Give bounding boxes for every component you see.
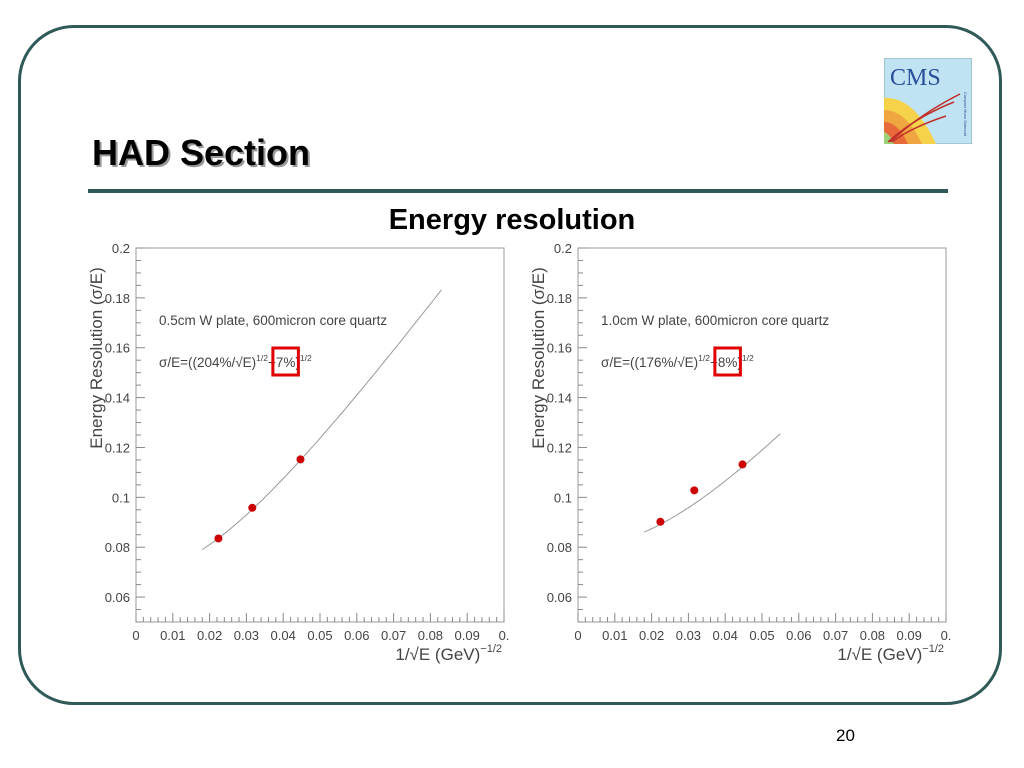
y-tick-label: 0.2 [554, 241, 572, 256]
x-tick-label: 0.03 [234, 628, 259, 643]
data-point [214, 534, 223, 543]
x-tick-label: 0.02 [639, 628, 664, 643]
formula-part: 1/2 [698, 353, 710, 363]
data-point [656, 517, 665, 526]
x-tick-label: 0.04 [713, 628, 738, 643]
x-tick-label: 0.05 [749, 628, 774, 643]
x-tick-label: 0.04 [271, 628, 296, 643]
y-axis-label: Energy Resolution (σ/E) [87, 267, 106, 449]
y-tick-label: 0.06 [547, 590, 572, 605]
y-tick-label: 0.08 [547, 540, 572, 555]
x-tick-label: 0.08 [860, 628, 885, 643]
y-tick-label: 0.16 [105, 341, 130, 356]
x-axis-label: 1/√E (GeV)−1/2 [837, 643, 944, 664]
title-divider [88, 189, 948, 193]
x-tick-label: 0.01 [160, 628, 185, 643]
plot-right: 0 0.01 0.02 0.03 0.04 0.05 0.06 0.07 0.08 0.09 0.0… [529, 241, 952, 664]
x-tick-label: 0 [574, 628, 581, 643]
fit-formula: σ/E=((176%/√E)1/2+8%)1/2 [601, 353, 754, 370]
y-tick-label: 0.12 [105, 440, 130, 455]
formula-part: 1/2 [256, 353, 268, 363]
y-tick-label: 0.14 [547, 391, 572, 406]
x-tick-label: 0.01 [602, 628, 627, 643]
y-tick-label: 0.16 [547, 341, 572, 356]
x-tick-label: 0 [132, 628, 139, 643]
formula-part: 1/2 [742, 353, 754, 363]
slide-subtitle: Energy resolution [388, 204, 636, 236]
y-tick-label: 0.12 [547, 440, 572, 455]
plot-annotation: 1.0cm W plate, 600micron core quartz [601, 313, 829, 328]
x-tick-label: 0.06 [786, 628, 811, 643]
x-axis-label-exponent: −1/2 [922, 643, 944, 655]
x-tick-label: 0.07 [381, 628, 406, 643]
x-axis-label-text: 1/√E (GeV) [395, 645, 480, 664]
y-tick-label: 0.1 [554, 490, 572, 505]
data-point [738, 460, 747, 469]
x-tick-label: 0.05 [307, 628, 332, 643]
x-axis-label-exponent: −1/2 [480, 643, 502, 655]
x-axis-label-text: 1/√E (GeV) [837, 645, 922, 664]
fit-curve [201, 289, 442, 551]
y-tick-label: 0.1 [112, 490, 130, 505]
data-point [690, 486, 699, 495]
highlight-box [271, 346, 300, 377]
formula-part: 1/2 [300, 353, 312, 363]
y-tick-label: 0.18 [105, 291, 130, 306]
fit-curve [644, 433, 781, 533]
data-point [248, 503, 257, 512]
y-tick-label: 0.08 [105, 540, 130, 555]
highlight-box [713, 346, 742, 377]
x-axis-label: 1/√E (GeV)−1/2 [395, 643, 502, 664]
formula-part: σ/E=((176%/√E) [601, 355, 698, 370]
page-number: 20 [836, 726, 855, 745]
plot-frame [135, 247, 505, 623]
x-tick-label: 0.03 [676, 628, 701, 643]
cms-logo-text: CMS [890, 65, 941, 91]
plot-left: 0 0.01 0.02 0.03 0.04 0.05 0.06 0.07 0.08 0.09 0.0… [87, 241, 510, 664]
x-tick-label: 0.08 [418, 628, 443, 643]
y-tick-label: 0.2 [112, 241, 130, 256]
y-tick-label: 0.06 [105, 590, 130, 605]
x-tick-label: 0.07 [823, 628, 848, 643]
x-tick-label: 0.09 [897, 628, 922, 643]
data-point [296, 455, 305, 464]
x-tick-label: 0. [941, 628, 952, 643]
plot-frame [577, 247, 947, 623]
formula-part: σ/E=((204%/√E) [159, 355, 256, 370]
y-axis-label: Energy Resolution (σ/E) [529, 267, 548, 449]
x-tick-label: 0. [499, 628, 510, 643]
x-tick-label: 0.09 [455, 628, 480, 643]
svg-text:Compact Muon Solenoid: Compact Muon Solenoid [963, 92, 968, 136]
x-tick-label: 0.06 [344, 628, 369, 643]
plot-annotation: 0.5cm W plate, 600micron core quartz [159, 313, 387, 328]
slide-title: HAD Section [92, 132, 311, 173]
y-tick-label: 0.14 [105, 391, 130, 406]
formula-constant: 8% [718, 355, 738, 370]
formula-constant: 7% [276, 355, 296, 370]
x-tick-label: 0.02 [197, 628, 222, 643]
cms-logo: CMS Compact Muon Solenoid [884, 58, 972, 144]
y-tick-label: 0.18 [547, 291, 572, 306]
fit-formula: σ/E=((204%/√E)1/2+7%)1/2 [159, 353, 312, 370]
